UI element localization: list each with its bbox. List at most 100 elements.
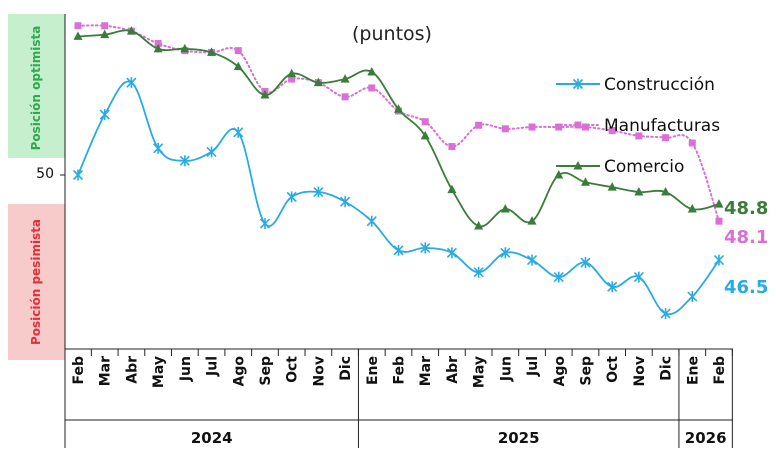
data-point	[153, 43, 163, 53]
data-point	[608, 127, 616, 135]
data-point	[661, 187, 671, 196]
optimistic-zone-label: Posición optimista	[29, 26, 43, 151]
data-point	[101, 22, 109, 30]
year-label: 2025	[498, 429, 540, 447]
x-tick-label: Jul	[525, 356, 541, 377]
data-point	[607, 182, 617, 191]
data-point	[340, 74, 350, 83]
data-point	[555, 123, 563, 131]
data-point	[475, 121, 483, 129]
data-point	[501, 125, 509, 133]
data-point	[341, 93, 349, 101]
legend-marker	[572, 78, 584, 90]
data-point	[367, 66, 377, 76]
data-point	[234, 47, 242, 55]
legend-marker	[574, 121, 582, 129]
x-tick-label: Jul	[205, 356, 221, 377]
threshold-label: 50	[36, 166, 54, 182]
data-point	[474, 221, 484, 230]
data-point	[233, 126, 244, 138]
data-point	[500, 247, 511, 259]
x-tick-label: May	[151, 356, 167, 388]
x-tick-label: Jun	[178, 356, 194, 382]
data-point	[500, 204, 510, 213]
x-tick-label: Feb	[712, 356, 728, 385]
legend: Construcción Manufacturas Comercio	[555, 75, 720, 177]
data-point	[126, 77, 137, 89]
x-tick-label: Ene	[685, 356, 701, 385]
legend-label: Construcción	[604, 75, 715, 95]
data-point	[206, 146, 217, 158]
x-tick-label: Ago	[552, 356, 568, 387]
data-point	[420, 130, 430, 140]
data-point	[366, 215, 377, 227]
data-point	[687, 291, 698, 303]
data-point	[180, 43, 190, 53]
legend-item: Manufacturas	[555, 116, 720, 136]
data-point	[313, 77, 323, 87]
x-tick-label: Oct	[285, 356, 301, 383]
data-point	[287, 68, 297, 78]
data-point	[687, 204, 697, 213]
series-construcción	[72, 77, 725, 320]
data-point	[448, 143, 456, 151]
data-point	[713, 254, 725, 266]
data-point	[581, 123, 589, 131]
x-tick-label: Mar	[418, 356, 434, 386]
x-tick-label: Feb	[71, 356, 87, 385]
data-point	[73, 31, 83, 40]
data-point	[715, 217, 723, 225]
data-point	[447, 184, 457, 194]
data-point	[99, 109, 110, 121]
end-value-label: 48.1	[724, 227, 768, 248]
data-point	[688, 139, 696, 147]
x-tick-label: Dic	[338, 356, 354, 381]
legend-item: Comercio	[556, 157, 684, 177]
data-point	[714, 199, 724, 208]
pessimistic-zone-label: Posición pesimista	[29, 219, 43, 345]
data-point	[473, 266, 484, 278]
x-tick-label: Abr	[445, 356, 461, 384]
x-tick-label: Ago	[231, 356, 247, 387]
data-point	[74, 22, 82, 30]
optimistic-zone-bg	[8, 14, 65, 158]
data-point	[313, 186, 324, 198]
x-tick-label: May	[472, 356, 488, 388]
data-point	[580, 177, 590, 186]
x-tick-label: Jun	[498, 356, 514, 382]
data-point	[635, 132, 643, 140]
end-value-label: 48.8	[724, 198, 768, 219]
x-axis-labels: Feb Mar Abr May Jun Jul Ago Sep Oct Nov Dic Ene Feb M…	[65, 349, 733, 448]
x-tick-label: Sep	[578, 356, 594, 386]
data-point	[126, 26, 136, 35]
data-point	[554, 170, 564, 179]
x-tick-label: Nov	[632, 356, 648, 386]
legend-label: Manufacturas	[604, 116, 720, 136]
x-tick-label: Oct	[605, 356, 621, 383]
chart-title: (puntos)	[352, 23, 432, 45]
plot-layer	[72, 22, 725, 320]
data-point	[368, 84, 376, 92]
data-point	[259, 218, 271, 230]
data-point	[260, 90, 270, 99]
series-comercio	[73, 26, 724, 230]
x-tick-label: Feb	[392, 356, 408, 385]
data-point	[580, 257, 591, 269]
data-point	[233, 61, 243, 71]
data-point	[421, 118, 429, 126]
x-tick-label: Nov	[311, 356, 327, 386]
data-point	[286, 191, 297, 203]
pessimistic-zone-bg	[8, 204, 65, 360]
data-point	[72, 169, 84, 181]
x-tick-label: Sep	[258, 356, 274, 386]
x-tick-label: Mar	[98, 356, 114, 386]
data-point	[100, 29, 110, 39]
data-point	[340, 196, 351, 208]
year-label: 2026	[685, 429, 727, 447]
data-point	[420, 242, 431, 254]
data-point	[179, 155, 190, 167]
x-tick-label: Ene	[365, 356, 381, 385]
data-point	[207, 47, 217, 56]
